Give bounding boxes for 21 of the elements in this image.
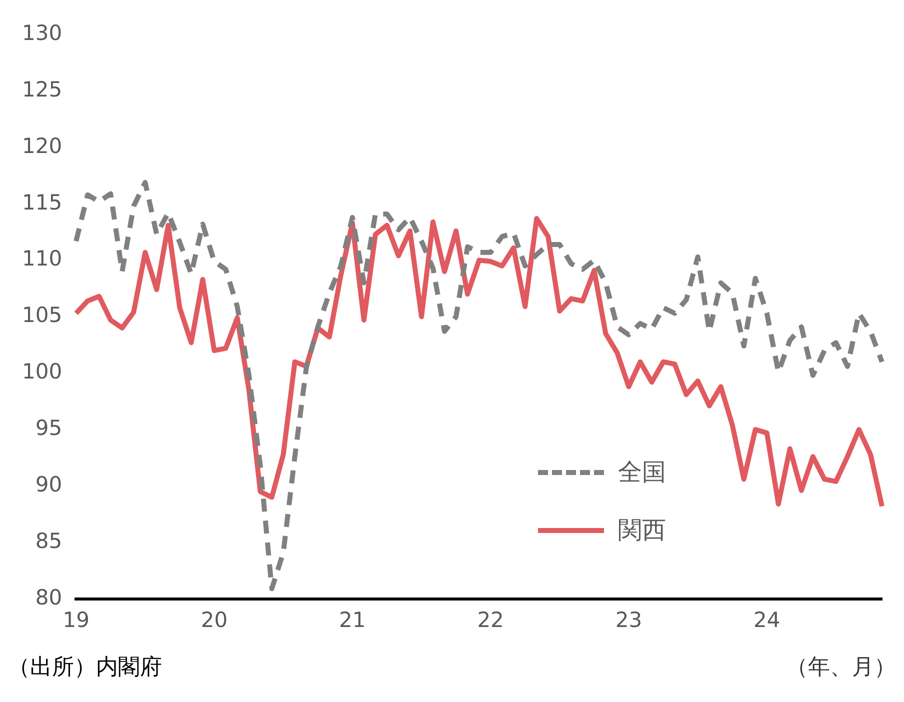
y-tick-label: 110 bbox=[22, 246, 62, 271]
y-tick-label: 100 bbox=[22, 360, 62, 384]
y-tick-label: 125 bbox=[22, 77, 62, 102]
x-tick-label: 22 bbox=[477, 608, 504, 632]
y-tick-label: 130 bbox=[22, 21, 62, 46]
y-tick-label: 120 bbox=[22, 134, 62, 158]
y-tick-label: 115 bbox=[22, 190, 62, 214]
x-tick-label: 23 bbox=[615, 608, 642, 632]
legend-label: 全国 bbox=[618, 457, 666, 488]
y-tick-label: 95 bbox=[35, 416, 62, 440]
x-tick-label: 19 bbox=[62, 608, 90, 632]
y-tick-label: 90 bbox=[35, 472, 62, 496]
x-axis-title: （年、月） bbox=[786, 654, 896, 682]
y-tick-label: 80 bbox=[35, 585, 62, 610]
x-tick-label: 21 bbox=[339, 608, 366, 632]
y-tick-label: 85 bbox=[35, 528, 62, 553]
x-tick-label: 20 bbox=[200, 608, 228, 632]
legend-label: 関西 bbox=[618, 515, 666, 546]
y-tick-label: 105 bbox=[22, 303, 62, 328]
text: （出所）内閣府 bbox=[8, 655, 162, 680]
x-tick-label: 24 bbox=[754, 608, 780, 632]
